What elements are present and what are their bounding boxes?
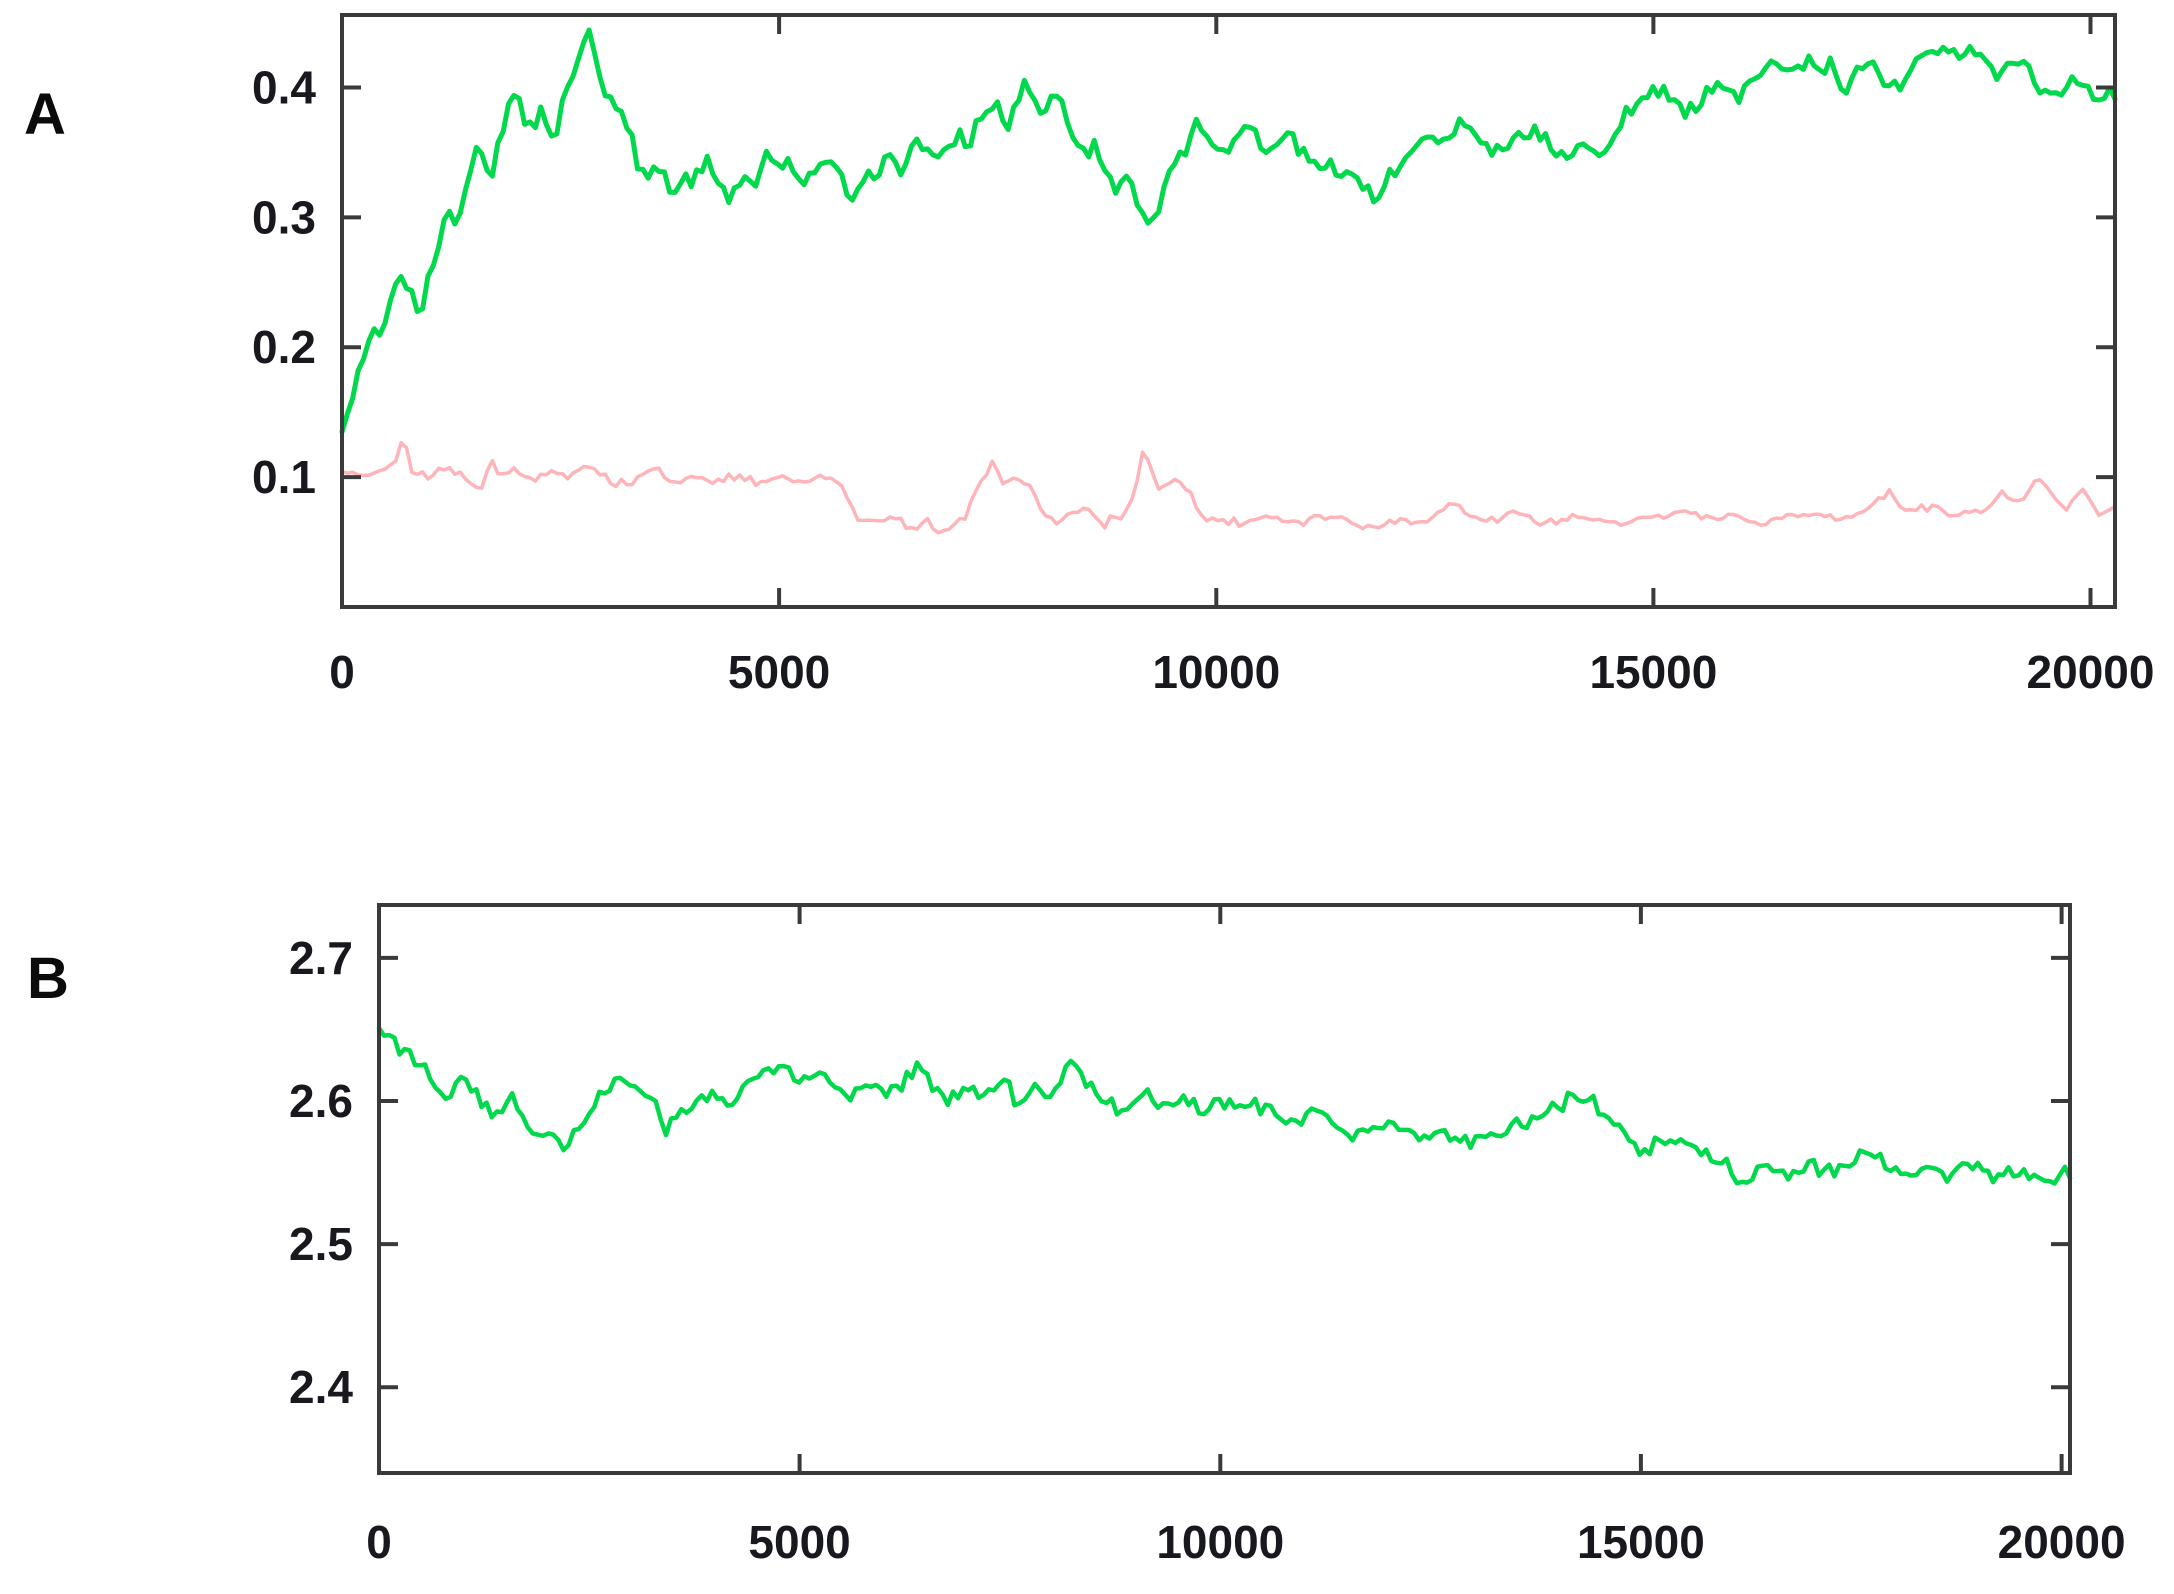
series-green-trace: [339, 27, 2118, 435]
panel-b-label: B: [27, 946, 69, 1011]
x-tick-label: 20000: [2027, 646, 2155, 698]
plot-frame: [340, 13, 2117, 609]
plot-frame: [377, 903, 2072, 1475]
y-tick-label: 2.5: [289, 1218, 353, 1270]
x-tick-label: 10000: [1152, 646, 1280, 698]
series-pink-trace: [340, 440, 2117, 535]
x-tick-label: 0: [329, 646, 355, 698]
panel-a-chart: 0 5000 10000 15000 20000 0.1 0.2 0.3 0.4: [252, 13, 2155, 698]
series-green-trace: [376, 1025, 2073, 1186]
y-tick-label: 0.3: [252, 191, 316, 243]
y-tick-label: 0.4: [252, 62, 316, 114]
y-tick-label: 0.1: [252, 451, 316, 503]
y-tick-label: 2.6: [289, 1075, 353, 1127]
x-tick-label: 10000: [1156, 1516, 1284, 1568]
y-tick-label: 2.7: [289, 932, 353, 984]
x-tick-label: 15000: [1577, 1516, 1705, 1568]
panel-a-label: A: [24, 82, 66, 147]
x-tick-label: 5000: [728, 646, 830, 698]
y-tick-label: 0.2: [252, 321, 316, 373]
x-tick-label: 20000: [1998, 1516, 2126, 1568]
panel-b-chart: 0 5000 10000 15000 20000 2.4 2.5 2.6 2.7: [289, 903, 2126, 1568]
y-tick-label: 2.4: [289, 1361, 353, 1413]
x-tick-label: 15000: [1589, 646, 1717, 698]
x-tick-label: 0: [366, 1516, 392, 1568]
x-tick-label: 5000: [748, 1516, 850, 1568]
